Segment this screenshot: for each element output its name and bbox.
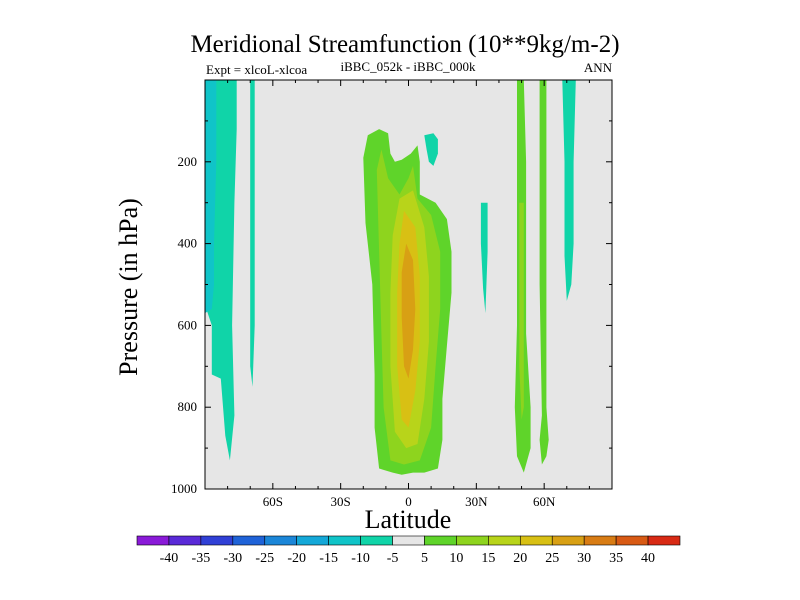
colorbar-swatch: [488, 535, 521, 546]
colorbar-swatch: [264, 535, 298, 546]
y-tick-label: 400: [178, 236, 198, 251]
colorbar-swatch: [615, 535, 649, 546]
colorbar-swatch: [200, 535, 234, 546]
chart-title: Meridional Streamfunction (10**9kg/m-2): [190, 31, 619, 58]
colorbar-swatch: [136, 535, 170, 546]
colorbar-label: 35: [609, 551, 623, 566]
y-tick-label: 1000: [171, 481, 197, 496]
colorbar-swatch: [583, 535, 617, 546]
x-tick-label: 30S: [331, 494, 351, 509]
contour-region-level-5-7: [539, 80, 549, 465]
contour-region-level-25-13: [401, 243, 416, 379]
contour-region-level-neg5-5: [562, 80, 576, 301]
colorbar-swatch: [296, 535, 329, 546]
contour-region-level-10-8: [519, 202, 524, 420]
colorbar-label: 25: [545, 551, 559, 566]
colorbar-label: 30: [577, 551, 591, 566]
contour-region-level-neg5-2: [250, 80, 255, 387]
x-tick-label: 0: [405, 494, 412, 509]
colorbar: -40 -35 -30 -25 -20 -15 -10 -5 5 10 15 20 25 30 35 40: [136, 535, 681, 566]
colorbar-label: 20: [513, 551, 527, 566]
y-axis-ticks: 200 400 600 800 1000: [171, 79, 612, 496]
colorbar-swatch: [456, 535, 489, 546]
colorbar-swatch: [168, 535, 202, 546]
colorbar-swatch: [328, 535, 361, 546]
x-axis-ticks: 60S 30S 0 30N 60N: [204, 80, 613, 509]
colorbar-label: -30: [223, 551, 242, 566]
contour-region-level-neg5-3: [424, 133, 438, 166]
y-axis-label: Pressure (in hPa): [114, 198, 143, 376]
colorbar-swatch: [424, 535, 457, 546]
x-tick-label: 30N: [465, 494, 488, 509]
colorbar-label: 5: [421, 551, 428, 566]
x-axis-label: Latitude: [365, 505, 452, 534]
contour-region-level-neg10-1: [205, 80, 217, 314]
chart-subtitle-center: iBBC_052k - iBBC_000k: [340, 59, 476, 74]
x-tick-label: 60S: [263, 494, 283, 509]
colorbar-swatch: [392, 535, 425, 546]
colorbar-label: 40: [641, 551, 655, 566]
chart-subtitle-left: Expt = xlcoL-xlcoa: [206, 62, 307, 77]
plot-area: 60S 30S 0 30N 60N 200 400 600 800 1000: [171, 79, 613, 509]
colorbar-label: -10: [351, 551, 370, 566]
contour-region-level-neg5-4: [480, 202, 488, 314]
colorbar-label: 15: [481, 551, 495, 566]
colorbar-label: -5: [387, 551, 399, 566]
colorbar-label: -15: [319, 551, 338, 566]
colorbar-swatch: [647, 535, 681, 546]
chart-subtitle-right: ANN: [584, 60, 613, 75]
colorbar-label: -20: [287, 551, 306, 566]
colorbar-swatch: [232, 535, 266, 546]
y-tick-label: 200: [178, 154, 198, 169]
colorbar-swatch: [519, 535, 553, 546]
colorbar-swatch: [360, 535, 393, 546]
colorbar-label: 10: [449, 551, 463, 566]
colorbar-label: -25: [255, 551, 274, 566]
colorbar-label: -35: [192, 551, 211, 566]
x-tick-label: 60N: [533, 494, 556, 509]
colorbar-label: -40: [160, 551, 179, 566]
contour-regions: [205, 80, 576, 475]
colorbar-swatch: [551, 535, 585, 546]
y-tick-label: 800: [178, 399, 198, 414]
y-tick-label: 600: [178, 317, 198, 332]
